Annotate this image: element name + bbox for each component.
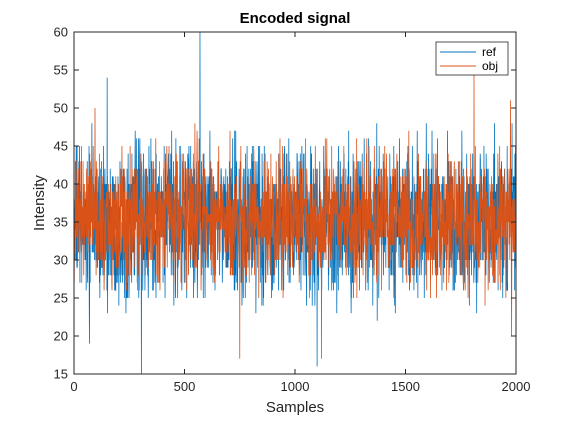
x-tick-label: 500: [174, 379, 196, 394]
legend-box: [435, 41, 509, 76]
y-tick-label: 15: [54, 367, 68, 382]
y-tick-label: 35: [54, 215, 68, 230]
y-tick-label: 40: [54, 177, 68, 192]
x-tick-label: 1500: [391, 379, 420, 394]
x-tick-label: 0: [70, 379, 77, 394]
y-tick-label: 20: [54, 329, 68, 344]
plot-layer: [74, 32, 516, 374]
legend-label-obj: obj: [482, 59, 498, 73]
y-tick-label: 50: [54, 101, 68, 116]
y-tick-label: 60: [54, 25, 68, 40]
y-axis-label: Intensity: [31, 175, 48, 231]
ticks-layer: 0 500 1000 1500 2000 15 20 25 30 35 40 45 50 55 60: [54, 25, 531, 395]
x-tick-label: 2000: [502, 379, 531, 394]
chart-title: Encoded signal: [240, 10, 351, 27]
legend-label-ref: ref: [482, 45, 497, 59]
y-tick-label: 30: [54, 253, 68, 268]
series-line-obj: [74, 69, 516, 359]
y-tick-label: 55: [54, 63, 68, 78]
y-tick-label: 45: [54, 139, 68, 154]
legend: ref obj: [435, 41, 509, 76]
y-tick-label: 25: [54, 291, 68, 306]
x-axis-label: Samples: [266, 399, 324, 416]
x-tick-label: 1000: [281, 379, 310, 394]
